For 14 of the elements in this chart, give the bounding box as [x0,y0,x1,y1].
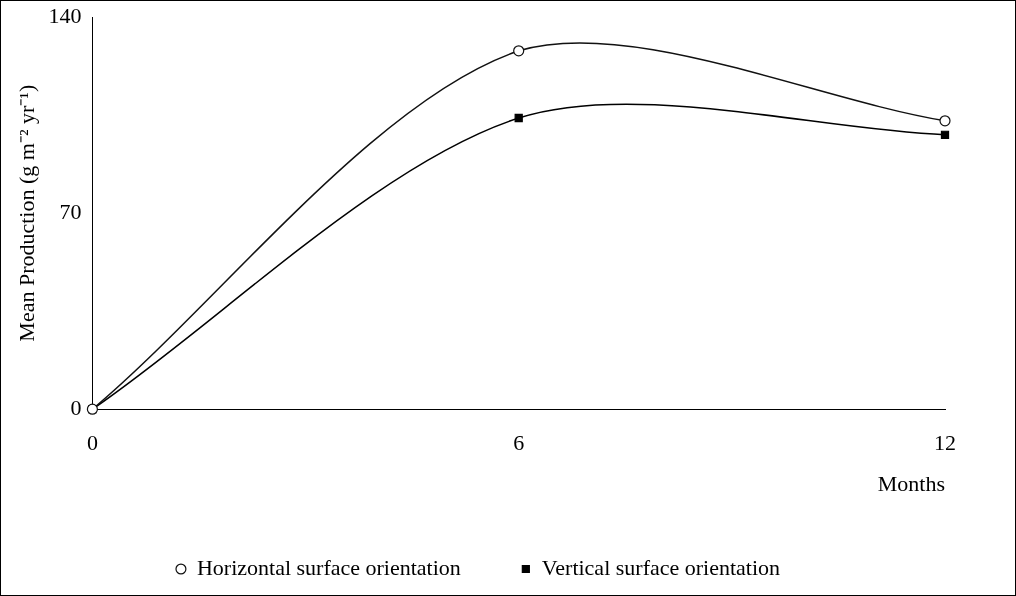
y-tick-label: 0 [70,394,82,420]
point [939,115,951,127]
x-tick-label: 0 [86,430,98,456]
legend-label: Vertical surface orientation [541,554,781,580]
y-tick-label: 140 [48,2,82,28]
x-tick-label: 12 [934,430,956,456]
y-tick-label: 70 [59,198,82,224]
legend-label: Horizontal surface orientation [196,554,461,580]
point [514,113,523,123]
x-tick-label: 6 [513,430,525,456]
y-axis-title: Mean Production (g m⁻² yr⁻¹) [13,84,39,342]
point [513,45,525,57]
x-axis-title: Months [877,470,945,496]
point [940,130,950,139]
